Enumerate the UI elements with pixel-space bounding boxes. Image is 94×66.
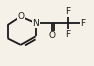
Text: F: F [80, 19, 85, 28]
Text: N: N [32, 19, 39, 28]
Text: O: O [48, 31, 55, 40]
Text: O: O [17, 12, 24, 21]
Text: F: F [65, 30, 70, 39]
Text: F: F [65, 7, 70, 16]
